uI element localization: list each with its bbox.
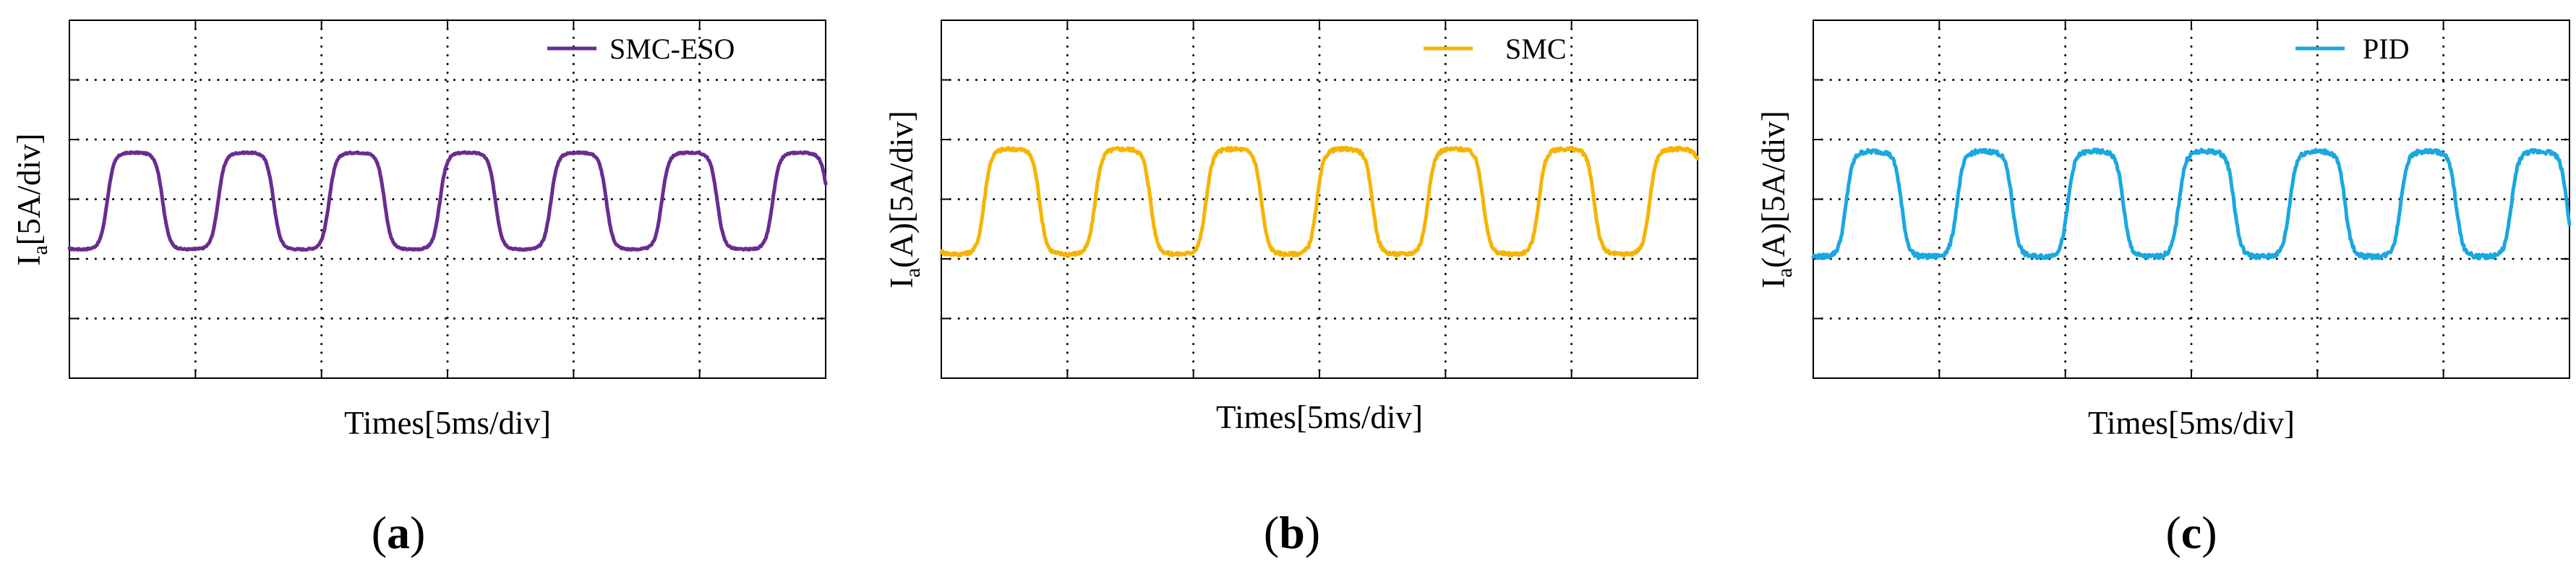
caption-close: ) <box>1305 507 1320 558</box>
y-label-subscript: a <box>28 245 52 255</box>
y-axis-label: Ia[5A/div] <box>11 133 52 265</box>
legend-label: SMC <box>1505 33 1567 65</box>
tick-marks <box>941 20 1698 378</box>
caption-open: ( <box>2165 507 2181 558</box>
y-label-unit: (A)[5A/div] <box>883 111 920 268</box>
caption-letter: c <box>2181 507 2201 558</box>
caption-letter: a <box>387 507 410 558</box>
caption-letter: b <box>1279 507 1305 558</box>
legend-label: SMC-ESO <box>609 33 735 65</box>
y-axis-label: Ia(A)[5A/div] <box>1755 111 1797 289</box>
caption-open: ( <box>372 507 387 558</box>
panel-a: SMC-ESO Times[5ms/div] Ia[5A/div] (a) <box>11 19 828 558</box>
grid-lines <box>68 19 827 380</box>
caption-open: ( <box>1264 507 1279 558</box>
tick-marks <box>69 20 826 378</box>
y-label-main: I <box>883 278 920 289</box>
caption-close: ) <box>410 507 425 558</box>
y-label-main: I <box>11 255 47 266</box>
pid-trace <box>1811 148 2572 260</box>
y-label-subscript: a <box>901 268 925 278</box>
x-axis-label: Times[5ms/div] <box>344 405 551 441</box>
panel-b: SMC Times[5ms/div] Ia(A)[5A/div] (b) <box>883 19 1700 558</box>
grid-lines <box>1812 19 2571 380</box>
x-axis-label: Times[5ms/div] <box>2088 405 2295 441</box>
panel-caption: (c) <box>2165 507 2217 558</box>
y-label-unit: (A)[5A/div] <box>1755 111 1792 268</box>
smc-trace <box>939 145 1700 258</box>
y-label-unit: [5A/div] <box>11 133 47 245</box>
caption-close: ) <box>2201 507 2217 558</box>
panel-c: PID Times[5ms/div] Ia(A)[5A/div] (c) <box>1755 19 2572 558</box>
x-axis-label: Times[5ms/div] <box>1216 399 1423 435</box>
legend-label: PID <box>2363 33 2409 65</box>
y-axis-label: Ia(A)[5A/div] <box>883 111 925 289</box>
panel-caption: (b) <box>1264 507 1320 558</box>
y-label-main: I <box>1755 278 1792 289</box>
panel-caption: (a) <box>372 507 426 558</box>
y-label-subscript: a <box>1773 268 1797 278</box>
grid-lines <box>940 19 1699 380</box>
smc-eso-trace <box>67 150 828 252</box>
